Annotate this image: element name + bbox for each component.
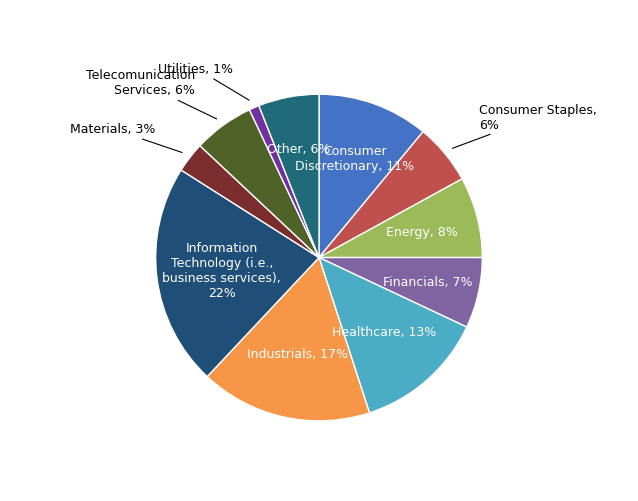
Wedge shape — [200, 111, 319, 258]
Text: Consumer Staples,
6%: Consumer Staples, 6% — [452, 103, 597, 149]
Text: Financials, 7%: Financials, 7% — [383, 276, 472, 289]
Text: Energy, 8%: Energy, 8% — [386, 225, 457, 238]
Text: Healthcare, 13%: Healthcare, 13% — [332, 325, 436, 338]
Text: Telecomunication
Services, 6%: Telecomunication Services, 6% — [86, 69, 217, 120]
Text: Consumer
Discretionary, 11%: Consumer Discretionary, 11% — [295, 144, 415, 172]
Wedge shape — [319, 179, 482, 258]
Wedge shape — [319, 132, 462, 258]
Wedge shape — [181, 146, 319, 258]
Text: Information
Technology (i.e.,
business services),
22%: Information Technology (i.e., business s… — [163, 241, 281, 299]
Text: Materials, 3%: Materials, 3% — [70, 123, 182, 153]
Wedge shape — [319, 258, 467, 413]
Wedge shape — [319, 95, 423, 258]
Wedge shape — [259, 95, 319, 258]
Wedge shape — [249, 106, 319, 258]
Text: Utilities, 1%: Utilities, 1% — [158, 63, 249, 101]
Wedge shape — [156, 171, 319, 377]
Wedge shape — [207, 258, 369, 421]
Wedge shape — [319, 258, 482, 328]
Text: Other, 6%: Other, 6% — [267, 143, 330, 156]
Text: Industrials, 17%: Industrials, 17% — [247, 347, 348, 360]
